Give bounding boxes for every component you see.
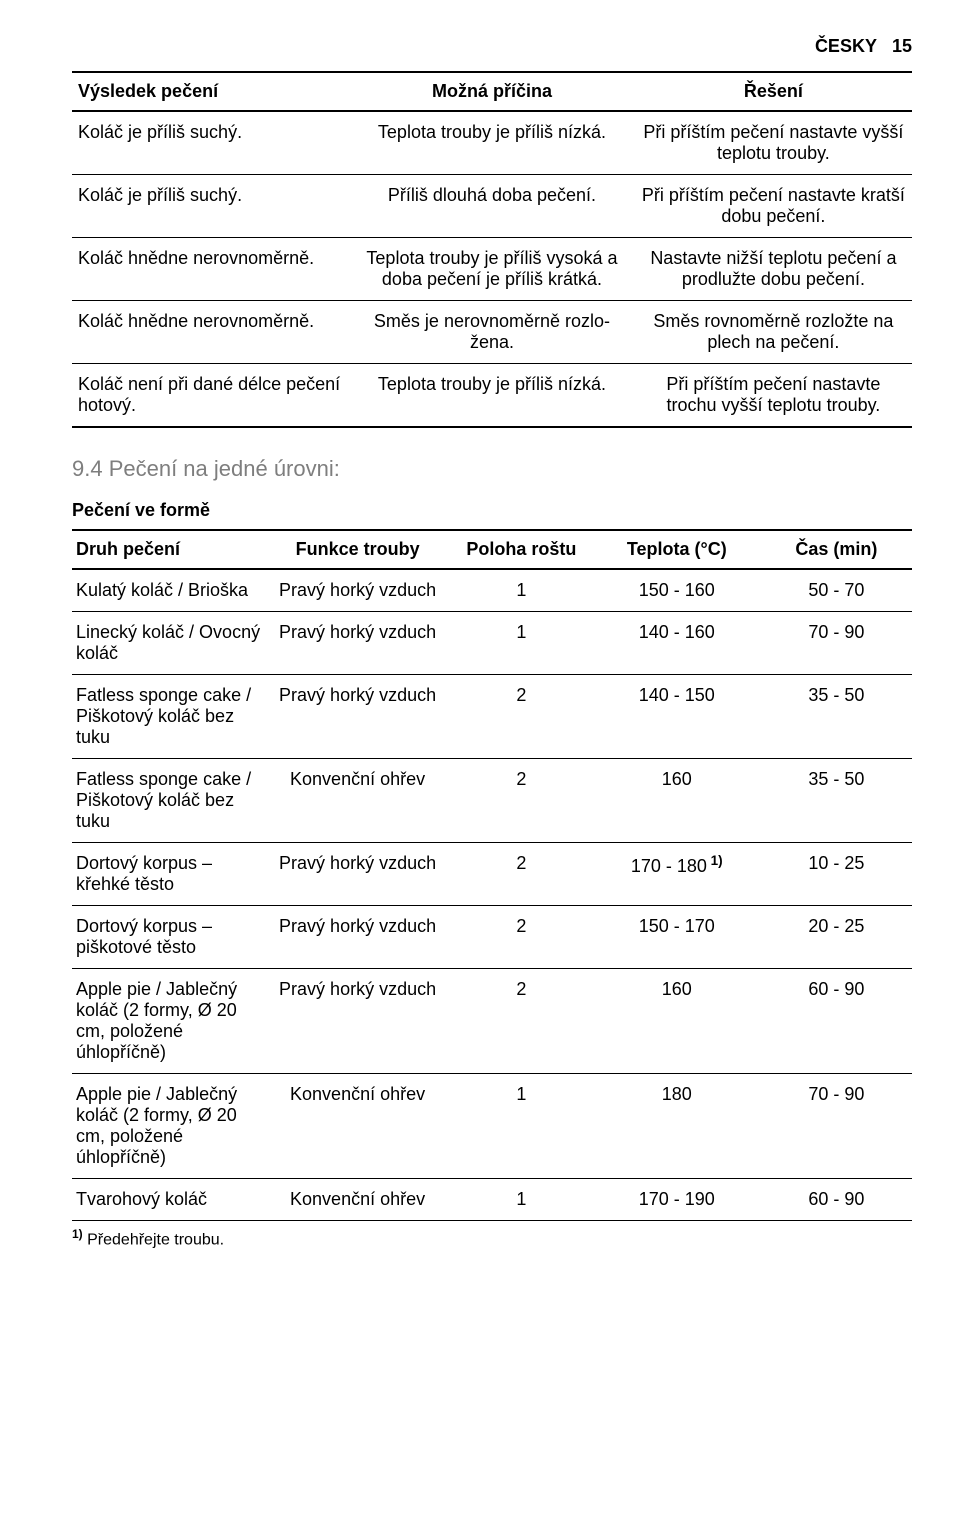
baking-cell: 1 — [450, 569, 593, 612]
footnote-mark: 1) — [72, 1227, 83, 1241]
baking-cell: 20 - 25 — [761, 906, 912, 969]
trouble-cell: Při příštím pečení nastavte vyšší teplot… — [635, 111, 912, 175]
baking-cell: 2 — [450, 969, 593, 1074]
baking-cell: 2 — [450, 759, 593, 843]
baking-cell: 1 — [450, 612, 593, 675]
troubleshooting-table: Výsledek pečeníMožná příčinaŘešení Koláč… — [72, 71, 912, 428]
baking-cell: 170 - 180 1) — [593, 843, 761, 906]
baking-cell: Dortový korpus – křehké těsto — [72, 843, 265, 906]
baking-cell: 150 - 170 — [593, 906, 761, 969]
baking-header: Poloha roštu — [450, 530, 593, 569]
baking-cell: Fatless sponge cake / Piškotový koláč be… — [72, 675, 265, 759]
baking-cell: 160 — [593, 969, 761, 1074]
table-row: Linecký koláč / Ovocný koláčPravý horký … — [72, 612, 912, 675]
baking-cell: Kulatý koláč / Brioška — [72, 569, 265, 612]
table-row: Fatless sponge cake / Piškotový koláč be… — [72, 759, 912, 843]
trouble-cell: Nastavte nižší teplotu pečení a prodlužt… — [635, 238, 912, 301]
baking-cell: Pravý horký vzduch — [265, 969, 450, 1074]
baking-table: Druh pečeníFunkce troubyPoloha roštuTepl… — [72, 529, 912, 1221]
table-row: Kulatý koláč / BrioškaPravý horký vzduch… — [72, 569, 912, 612]
baking-cell: Linecký koláč / Ovocný koláč — [72, 612, 265, 675]
baking-cell: Fatless sponge cake / Piškotový koláč be… — [72, 759, 265, 843]
baking-cell: Dortový korpus – piškotové těsto — [72, 906, 265, 969]
table-row: Dortový korpus – křehké těstoPravý horký… — [72, 843, 912, 906]
baking-cell: Apple pie / Ja­blečný koláč (2 formy, Ø … — [72, 969, 265, 1074]
baking-header: Čas (min) — [761, 530, 912, 569]
baking-cell: 70 - 90 — [761, 612, 912, 675]
table-row: Koláč je příliš suchý.Příliš dlouhá doba… — [72, 175, 912, 238]
baking-cell: 60 - 90 — [761, 969, 912, 1074]
baking-cell: 70 - 90 — [761, 1074, 912, 1179]
trouble-cell: Teplota trouby je příliš nízká. — [349, 364, 635, 428]
table-row: Koláč není při dané délce pe­čení hotový… — [72, 364, 912, 428]
table-row: Koláč hnědne nerovnoměrně.Teplota trouby… — [72, 238, 912, 301]
trouble-cell: Teplota trouby je příliš vysoká a doba p… — [349, 238, 635, 301]
trouble-cell: Koláč je příliš suchý. — [72, 175, 349, 238]
baking-cell: 50 - 70 — [761, 569, 912, 612]
baking-cell: 170 - 190 — [593, 1179, 761, 1221]
trouble-cell: Koláč hnědne nerovnoměrně. — [72, 238, 349, 301]
baking-cell: 10 - 25 — [761, 843, 912, 906]
baking-cell: Apple pie / Ja­blečný koláč (2 formy, Ø … — [72, 1074, 265, 1179]
trouble-cell: Při příštím pečení nastavte kratší dobu … — [635, 175, 912, 238]
trouble-cell: Koláč je příliš suchý. — [72, 111, 349, 175]
footnote: 1) Předehřejte troubu. — [72, 1227, 912, 1249]
table-row: Koláč je příliš suchý.Teplota trouby je … — [72, 111, 912, 175]
table-row: Dortový korpus – piškotové těstoPravý ho… — [72, 906, 912, 969]
baking-cell: 1 — [450, 1074, 593, 1179]
table-row: Apple pie / Ja­blečný koláč (2 formy, Ø … — [72, 1074, 912, 1179]
page-header: ČESKY 15 — [72, 36, 912, 57]
subsection-heading: Pečení ve formě — [72, 500, 912, 521]
baking-cell: 60 - 90 — [761, 1179, 912, 1221]
baking-cell: Pravý horký vzduch — [265, 612, 450, 675]
baking-header: Teplota (°C) — [593, 530, 761, 569]
trouble-header: Výsledek pečení — [72, 72, 349, 111]
baking-cell: Konvenční ohřev — [265, 759, 450, 843]
baking-cell: Tvarohový koláč — [72, 1179, 265, 1221]
baking-cell: Konvenční ohřev — [265, 1074, 450, 1179]
baking-cell: Pravý horký vzduch — [265, 906, 450, 969]
baking-cell: 2 — [450, 843, 593, 906]
baking-cell: 180 — [593, 1074, 761, 1179]
baking-cell: 35 - 50 — [761, 759, 912, 843]
baking-cell: 160 — [593, 759, 761, 843]
trouble-cell: Směs je nerovnoměrně rozlo­žena. — [349, 301, 635, 364]
baking-cell: Pravý horký vzduch — [265, 569, 450, 612]
baking-cell: 2 — [450, 906, 593, 969]
baking-cell: 140 - 150 — [593, 675, 761, 759]
trouble-cell: Příliš dlouhá doba pečení. — [349, 175, 635, 238]
trouble-header: Možná příčina — [349, 72, 635, 111]
trouble-cell: Při příštím pečení nastavte trochu vyšší… — [635, 364, 912, 428]
baking-cell: Konvenční ohřev — [265, 1179, 450, 1221]
trouble-header: Řešení — [635, 72, 912, 111]
table-row: Tvarohový koláčKonvenční ohřev1170 - 190… — [72, 1179, 912, 1221]
page-lang: ČESKY — [815, 36, 877, 56]
footnote-text: Předehřejte troubu. — [83, 1231, 224, 1248]
trouble-cell: Teplota trouby je příliš nízká. — [349, 111, 635, 175]
trouble-cell: Koláč hnědne nerovnoměrně. — [72, 301, 349, 364]
trouble-cell: Koláč není při dané délce pe­čení hotový… — [72, 364, 349, 428]
table-row: Apple pie / Ja­blečný koláč (2 formy, Ø … — [72, 969, 912, 1074]
trouble-cell: Směs rovnoměrně rozložte na plech na peč… — [635, 301, 912, 364]
baking-header: Funkce trouby — [265, 530, 450, 569]
table-row: Fatless sponge cake / Piškotový koláč be… — [72, 675, 912, 759]
baking-cell: Pravý horký vzduch — [265, 843, 450, 906]
section-heading: 9.4 Pečení na jedné úrovni: — [72, 456, 912, 482]
table-row: Koláč hnědne nerovnoměrně.Směs je nerovn… — [72, 301, 912, 364]
baking-cell: Pravý horký vzduch — [265, 675, 450, 759]
baking-cell: 150 - 160 — [593, 569, 761, 612]
baking-header: Druh pečení — [72, 530, 265, 569]
baking-cell: 2 — [450, 675, 593, 759]
baking-cell: 1 — [450, 1179, 593, 1221]
footnote-ref: 1) — [707, 853, 723, 868]
page-number: 15 — [892, 36, 912, 56]
baking-cell: 140 - 160 — [593, 612, 761, 675]
baking-cell: 35 - 50 — [761, 675, 912, 759]
